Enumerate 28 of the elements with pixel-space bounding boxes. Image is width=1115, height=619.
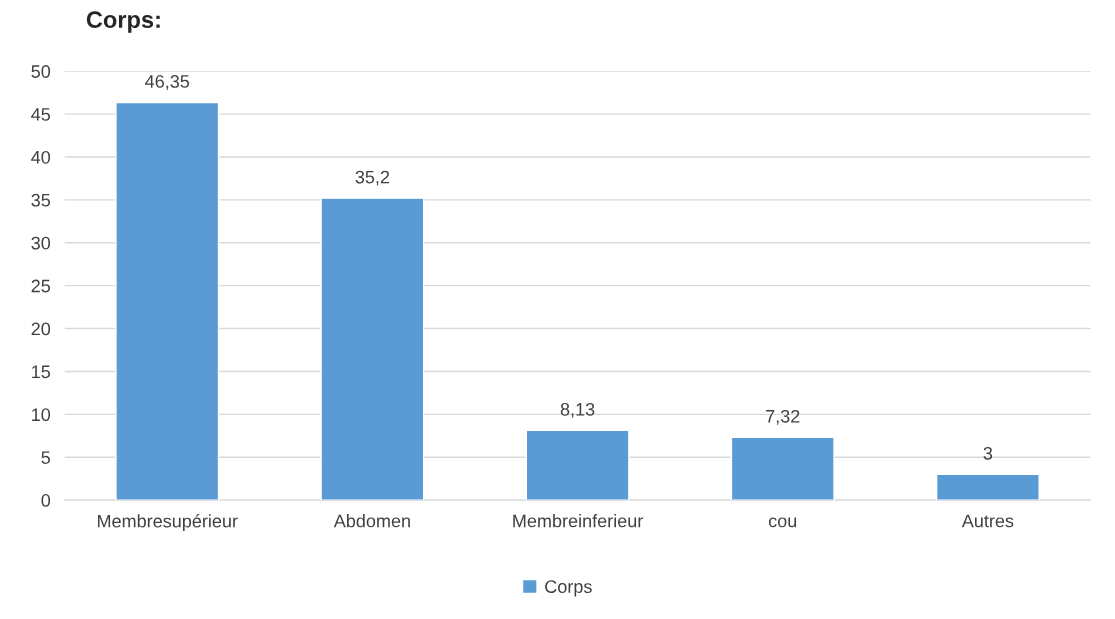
y-tick-label: 25 xyxy=(31,279,51,293)
data-label: 35,2 xyxy=(355,170,390,186)
data-label: 8,13 xyxy=(560,402,595,418)
y-tick-label: 50 xyxy=(31,65,51,78)
legend-label: Corps xyxy=(545,580,592,597)
y-tick-label: 40 xyxy=(31,150,51,164)
chart-title: Corps: xyxy=(86,11,160,33)
data-label: 7,32 xyxy=(766,409,800,425)
x-tick-label: cou xyxy=(768,517,797,528)
x-tick-label: Membreinferieur xyxy=(513,514,643,528)
y-tick-label: 20 xyxy=(31,322,51,336)
y-tick-label: 45 xyxy=(31,108,51,121)
data-label: 46,35 xyxy=(145,75,190,90)
y-tick-label: 5 xyxy=(41,451,51,464)
bar xyxy=(320,197,425,501)
y-tick-label: 15 xyxy=(32,365,51,379)
y-tick-label: 0 xyxy=(41,494,51,507)
x-tick-label: Autres xyxy=(961,514,1014,528)
bar xyxy=(935,473,1040,501)
x-tick-label: Membresupérieur xyxy=(97,514,238,532)
bar xyxy=(730,436,835,501)
bar xyxy=(525,429,630,501)
y-tick-label: 10 xyxy=(32,408,51,422)
y-tick-label: 30 xyxy=(31,236,51,250)
data-label: 3 xyxy=(983,446,993,460)
x-tick-label: Abdomen xyxy=(333,514,410,528)
y-tick-label: 35 xyxy=(31,193,51,207)
bar xyxy=(115,101,220,501)
